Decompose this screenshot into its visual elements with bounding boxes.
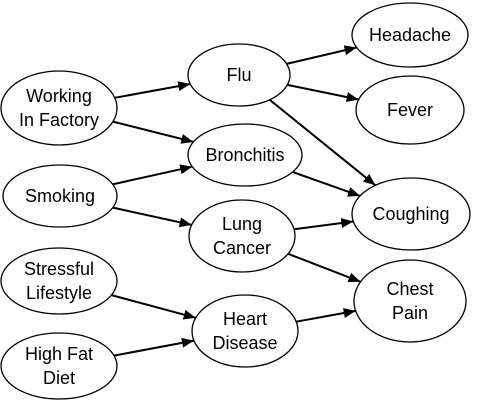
node-label: Coughing (372, 204, 449, 224)
edge-lungcancer-to-coughing (294, 222, 353, 230)
node-headache: Headache (352, 3, 468, 67)
edge-highfat-to-heartdisease (114, 341, 194, 356)
node-label: Diet (43, 368, 75, 388)
node-heartdisease: Heart Disease (192, 295, 298, 367)
node-label: Pain (392, 303, 428, 323)
edge-working-to-bronchitis (113, 122, 193, 142)
node-highfat: High Fat Diet (1, 333, 117, 399)
node-label: Headache (369, 25, 451, 45)
node-label: Chest (386, 279, 433, 299)
node-label: Stressful (24, 259, 94, 279)
node-label: Bronchitis (205, 145, 284, 165)
edge-flu-to-headache (287, 48, 357, 64)
node-label: Flu (226, 65, 251, 85)
edge-lungcancer-to-chestpain (288, 254, 360, 282)
node-bronchitis: Bronchitis (188, 124, 302, 186)
node-label: Smoking (25, 186, 95, 206)
node-label: High Fat (25, 344, 93, 364)
node-ellipse (1, 248, 117, 314)
edge-bronchitis-to-coughing (293, 172, 360, 196)
node-label: Lifestyle (26, 283, 92, 303)
node-label: Lung (222, 214, 262, 234)
node-label: Working (26, 86, 92, 106)
node-flu: Flu (188, 44, 290, 106)
node-stressful: Stressful Lifestyle (1, 248, 117, 314)
node-working: Working In Factory (1, 71, 117, 145)
edge-smoking-to-lungcancer (113, 208, 192, 225)
node-ellipse (1, 71, 117, 145)
node-ellipse (192, 295, 298, 367)
node-label: Disease (212, 333, 277, 353)
nodes-layer: Working In Factory Smoking Stressful Lifesty… (1, 3, 470, 399)
edge-stressful-to-heartdisease (111, 295, 195, 318)
node-ellipse (189, 200, 295, 272)
edge-flu-to-fever (287, 85, 358, 100)
node-label: Cancer (213, 238, 271, 258)
edge-heartdisease-to-chestpain (296, 311, 356, 322)
node-ellipse (354, 260, 466, 342)
node-chestpain: Chest Pain (354, 260, 466, 342)
node-fever: Fever (356, 76, 464, 144)
node-label: Fever (387, 100, 433, 120)
edge-working-to-flu (115, 84, 191, 98)
node-lungcancer: Lung Cancer (189, 200, 295, 272)
edge-smoking-to-bronchitis (113, 167, 192, 185)
node-label: In Factory (19, 110, 99, 130)
node-smoking: Smoking (3, 165, 117, 227)
node-ellipse (1, 333, 117, 399)
node-label: Heart (223, 309, 267, 329)
node-coughing: Coughing (352, 178, 470, 250)
